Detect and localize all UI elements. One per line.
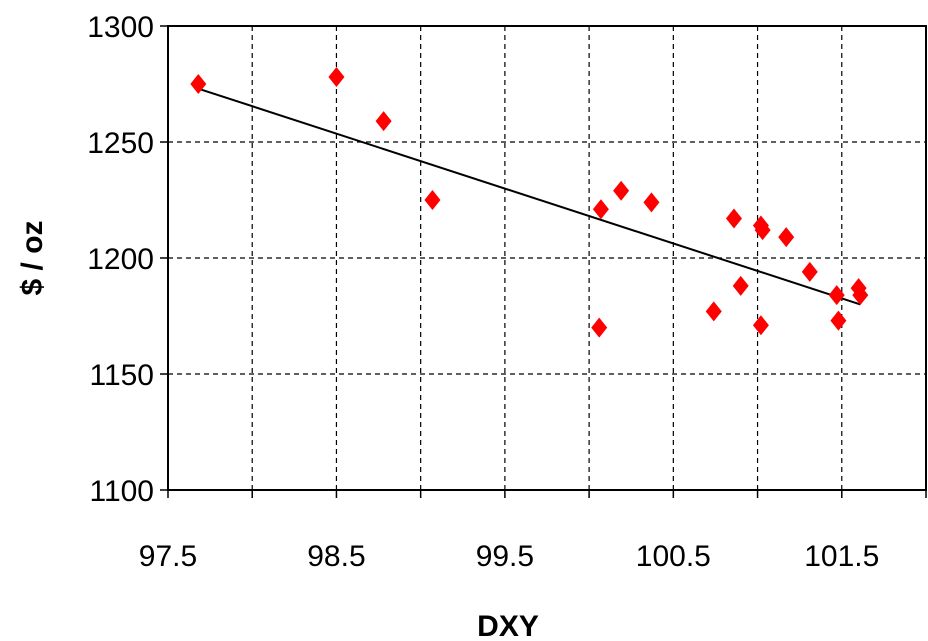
data-points [190, 67, 869, 338]
data-point [328, 67, 345, 88]
data-point [725, 208, 742, 229]
data-point [643, 192, 660, 213]
data-point [830, 310, 847, 331]
x-tick-label: 101.5 [804, 540, 879, 573]
data-point [613, 180, 630, 201]
y-axis-title: $ / oz [16, 220, 49, 295]
data-point [852, 285, 869, 306]
plot-frame [167, 25, 927, 491]
x-axis-title: DXY [477, 610, 539, 641]
data-point [705, 301, 722, 322]
data-point [801, 261, 818, 282]
y-tick-label: 1300 [87, 11, 154, 44]
x-tick-label: 100.5 [636, 540, 711, 573]
data-point [778, 227, 795, 248]
data-point [732, 275, 749, 296]
x-tick-label: 97.5 [139, 540, 197, 573]
y-tick-label: 1250 [87, 127, 154, 160]
y-tick-label: 1150 [89, 359, 154, 392]
data-point [754, 220, 771, 241]
x-tick-label: 99.5 [476, 540, 534, 573]
gridlines [160, 25, 927, 498]
data-point [828, 285, 845, 306]
data-point [375, 111, 392, 132]
data-point [592, 199, 609, 220]
tick-labels: 97.5 98.5 99.5 100.5 101.5 1100 1150 1200 1250 13… [87, 11, 879, 573]
data-point [752, 315, 769, 336]
y-tick-label: 1100 [89, 475, 154, 508]
data-point [591, 317, 608, 338]
trendline [198, 87, 861, 306]
x-tick-label: 98.5 [307, 540, 365, 573]
data-point [190, 74, 207, 94]
data-point [424, 190, 441, 210]
y-tick-label: 1200 [87, 243, 154, 276]
